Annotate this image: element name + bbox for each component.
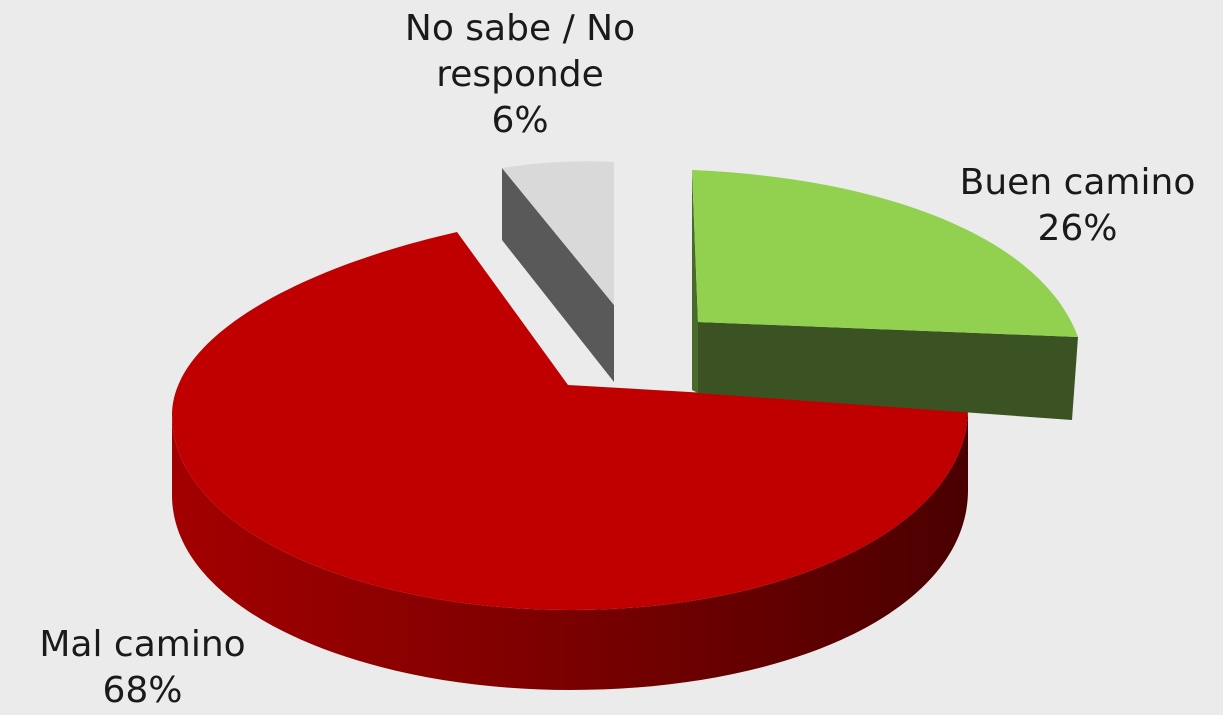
slice-no-sabe-top bbox=[502, 161, 614, 305]
slice-mal-camino[interactable] bbox=[172, 232, 968, 690]
slice-buen-camino-front bbox=[698, 322, 1078, 420]
label-mal-camino-name: Mal camino bbox=[39, 624, 246, 665]
label-no-sabe: No sabe / No responde 6% bbox=[340, 6, 700, 144]
slice-buen-camino[interactable] bbox=[692, 170, 1078, 420]
label-no-sabe-line2: responde bbox=[436, 54, 604, 95]
label-mal-camino: Mal camino 68% bbox=[5, 622, 280, 714]
label-buen-camino-value: 26% bbox=[1037, 208, 1118, 249]
label-buen-camino: Buen camino 26% bbox=[935, 160, 1220, 252]
slice-no-sabe[interactable] bbox=[502, 161, 614, 382]
slice-mal-camino-side bbox=[172, 408, 968, 690]
label-no-sabe-value: 6% bbox=[491, 100, 549, 141]
slice-buen-camino-left bbox=[692, 170, 698, 393]
slice-mal-camino-top bbox=[172, 232, 968, 610]
label-no-sabe-line1: No sabe / No bbox=[404, 8, 636, 49]
label-mal-camino-value: 68% bbox=[102, 670, 183, 711]
label-buen-camino-name: Buen camino bbox=[959, 162, 1196, 203]
slice-no-sabe-side bbox=[502, 168, 614, 382]
slice-buen-camino-top bbox=[692, 170, 1078, 337]
